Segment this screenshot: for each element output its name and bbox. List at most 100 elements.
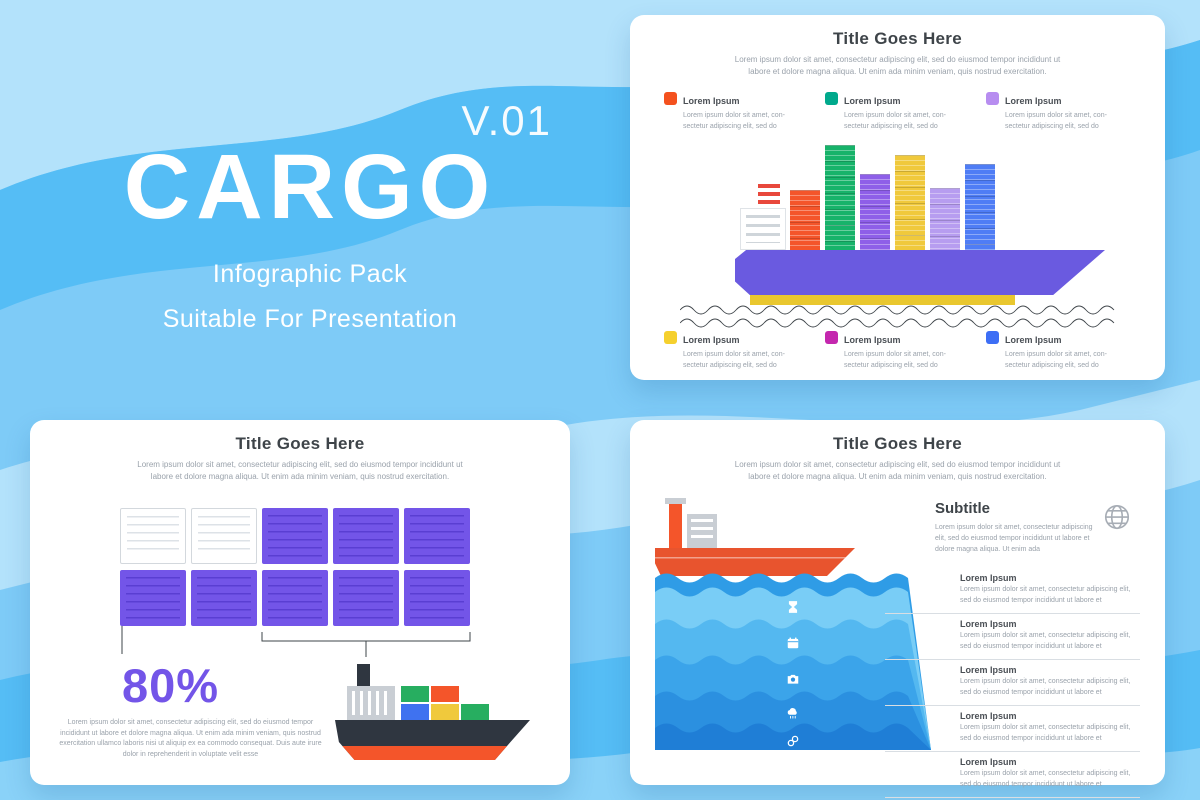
grid-cell-filled [333,508,399,564]
container-green [401,686,429,702]
camera-icon [786,672,800,686]
slide-intro: Lorem ipsum dolor sit amet, consectetur … [137,460,463,482]
slide-preview-depth-list: Title Goes Here Lorem ipsum dolor sit am… [630,420,1165,798]
grid-cell-filled [191,570,257,626]
slide-preview-percentage: Title Goes Here Lorem ipsum dolor sit am… [30,420,570,785]
legend-text: Lorem ipsum dolor sit amet, con- sectetu… [683,351,785,369]
ship-bridge [347,686,395,720]
slide-intro: Lorem ipsum dolor sit amet, consectetur … [734,55,1061,77]
container-yellow [431,704,459,720]
legend-item: Lorem Ipsum Lorem ipsum dolor sit amet, … [825,91,970,132]
legend-text: Lorem ipsum dolor sit amet, con- sectetu… [683,112,785,130]
slide-title: Title Goes Here [235,434,365,453]
legend-label: Lorem Ipsum [683,96,740,106]
list-item-title: Lorem Ipsum [960,573,1017,583]
legend-text: Lorem ipsum dolor sit amet, con- sectetu… [844,351,946,369]
list-item: Lorem Ipsum Lorem ipsum dolor sit amet, … [885,614,1140,660]
legend-label: Lorem Ipsum [1005,335,1062,345]
water-depth-illustration [655,570,931,750]
percentage-grid [120,508,470,626]
cargo-ship-illustration [680,130,1115,330]
container-blue [401,704,429,720]
grid-cell-filled [120,570,186,626]
ship-hull [655,548,855,576]
ship-keel-strip [750,295,1015,305]
depth-item-list: Lorem Ipsum Lorem ipsum dolor sit amet, … [885,568,1140,798]
grid-cell-empty [191,508,257,564]
slide-preview-ship-chart: Title Goes Here Lorem ipsum dolor sit am… [630,15,1165,380]
list-item: Lorem Ipsum Lorem ipsum dolor sit amet, … [885,660,1140,706]
container-orange [431,686,459,702]
legend-label: Lorem Ipsum [683,335,740,345]
hourglass-icon [786,600,800,614]
container-green2 [461,704,489,720]
cargo-container-stack [790,190,820,250]
legend-item: Lorem Ipsum Lorem ipsum dolor sit amet, … [664,330,809,371]
ship-keel [335,746,530,760]
list-item-title: Lorem Ipsum [960,711,1017,721]
product-subtitle-2: Suitable For Presentation [162,304,458,333]
ship-funnel [669,500,682,548]
percentage-caption: Lorem ipsum dolor sit amet, consectetur … [59,719,322,758]
legend-label: Lorem Ipsum [1005,96,1062,106]
globe-icon [1102,502,1132,537]
cargo-ship-illustration-red [655,498,855,578]
list-item-title: Lorem Ipsum [960,757,1017,767]
version-label: V.01 [461,97,552,144]
calendar-icon [786,636,800,650]
list-item: Lorem Ipsum Lorem ipsum dolor sit amet, … [885,706,1140,752]
list-item: Lorem Ipsum Lorem ipsum dolor sit amet, … [885,568,1140,614]
list-item-title: Lorem Ipsum [960,665,1017,675]
legend-item: Lorem Ipsum Lorem ipsum dolor sit amet, … [986,91,1131,132]
cargo-ship-illustration-small [335,660,530,765]
grid-cell-filled [404,570,470,626]
slide-intro: Lorem ipsum dolor sit amet, consectetur … [734,460,1061,482]
ship-funnel [357,664,370,688]
legend-item: Lorem Ipsum Lorem ipsum dolor sit amet, … [986,330,1131,371]
legend-swatch-yellow [664,331,677,344]
legend-row-bottom: Lorem Ipsum Lorem ipsum dolor sit amet, … [630,330,1165,371]
legend-text: Lorem ipsum dolor sit amet, con- sectetu… [1005,112,1107,130]
legend-swatch-orange [664,92,677,105]
list-item-text: Lorem ipsum dolor sit amet, consectetur … [960,632,1131,650]
subtitle-text: Lorem ipsum dolor sit amet, consectetur … [935,524,1093,553]
list-item-text: Lorem ipsum dolor sit amet, consectetur … [960,586,1131,604]
product-title: CARGO [123,136,497,238]
list-item: Lorem Ipsum Lorem ipsum dolor sit amet, … [885,752,1140,798]
grid-cell-filled [404,508,470,564]
legend-swatch-lavender [986,92,999,105]
legend-item: Lorem Ipsum Lorem ipsum dolor sit amet, … [664,91,809,132]
ship-funnel-cap [665,498,686,504]
percentage-value: 80% [122,659,220,712]
legend-text: Lorem ipsum dolor sit amet, con- sectetu… [844,112,946,130]
slide-title: Title Goes Here [833,434,962,453]
product-subtitle-1: Infographic Pack [212,259,408,288]
cargo-container-stack [860,174,890,250]
ship-funnel [758,184,780,208]
list-item-text: Lorem ipsum dolor sit amet, consectetur … [960,770,1131,788]
cargo-container-stack [895,155,925,250]
hero: V.01 CARGO Infographic Pack Suitable For… [60,95,560,334]
waves-lines [680,305,1115,328]
legend-text: Lorem ipsum dolor sit amet, con- sectetu… [1005,351,1107,369]
subtitle-heading: Subtitle [935,500,990,517]
cargo-container-stack [825,145,855,250]
link-icon [786,734,800,748]
list-item-title: Lorem Ipsum [960,619,1017,629]
grid-cell-filled [262,570,328,626]
ship-bridge [740,208,786,250]
grid-cell-filled [262,508,328,564]
container-stacks [790,145,995,250]
grid-cell-filled [333,570,399,626]
cargo-container-stack [930,188,960,250]
water-layers [655,573,931,750]
slide-title: Title Goes Here [833,29,962,48]
ship-hull [735,250,1105,295]
legend-swatch-magenta [825,331,838,344]
legend-label: Lorem Ipsum [844,96,901,106]
subtitle-block: Subtitle Lorem ipsum dolor sit amet, con… [935,500,1100,556]
grid-cell-empty [120,508,186,564]
list-item-text: Lorem ipsum dolor sit amet, consectetur … [960,678,1131,696]
legend-swatch-blue [986,331,999,344]
